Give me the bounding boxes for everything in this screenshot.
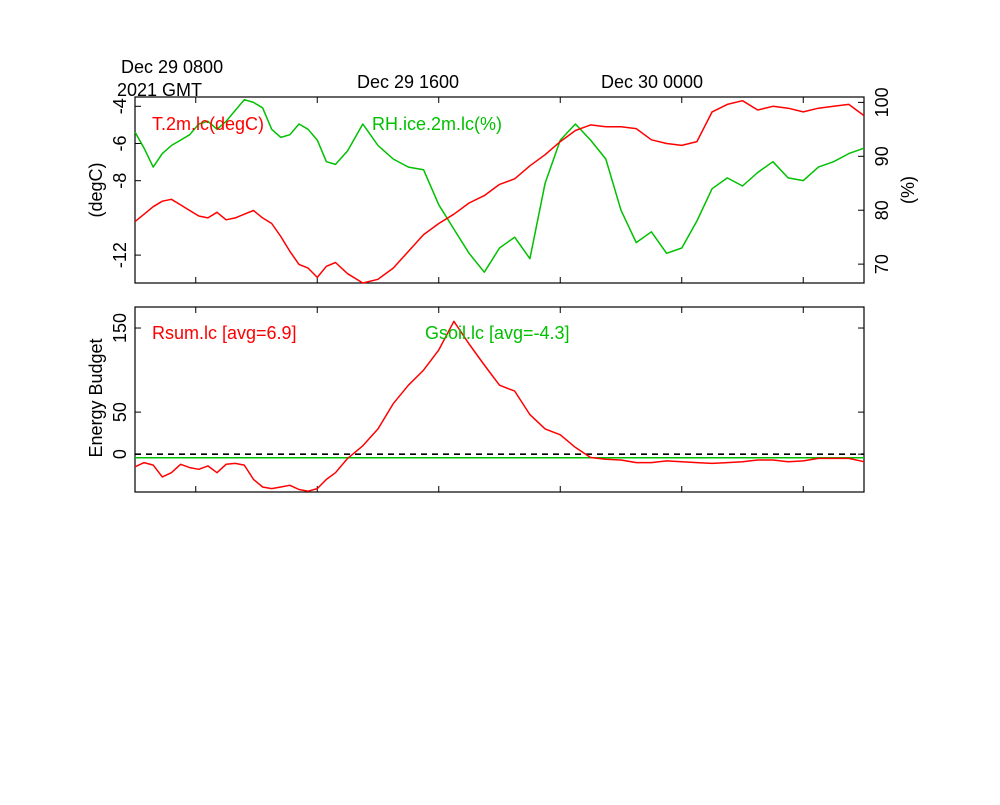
y-axis-label-left-top: (degC)	[86, 162, 106, 217]
top-panel-frame	[134, 96, 865, 284]
series-label-humidity: RH.ice.2m.lc(%)	[372, 114, 502, 134]
time-tick-label-1600: Dec 29 1600	[357, 72, 459, 92]
temperature-line	[134, 99, 865, 284]
y-tick-label-right: 70	[872, 254, 892, 274]
humidity-line	[134, 98, 865, 273]
rsum-line	[134, 320, 865, 492]
y-axis-label-right-top: (%)	[898, 176, 918, 204]
y-tick-label-left: 0	[110, 449, 130, 459]
y-axis-label-left-bottom: Energy Budget	[86, 338, 106, 457]
energy-budget-panel: 0 50 150 Rsum.lc [avg=6.9] Gsoil.lc [avg=-…	[86, 306, 865, 493]
top-panel-series	[134, 98, 865, 284]
series-label-rsum: Rsum.lc [avg=6.9]	[152, 323, 297, 343]
bottom-panel-ticks: 0 50 150	[110, 307, 864, 492]
time-tick-label-0000: Dec 30 0000	[601, 72, 703, 92]
bottom-panel-frame	[134, 306, 865, 493]
y-tick-label-left: 150	[110, 313, 130, 343]
y-tick-label-right: 80	[872, 200, 892, 220]
y-tick-label-left: -4	[110, 98, 130, 114]
y-tick-label-right: 100	[872, 87, 892, 117]
temperature-humidity-panel: -4 -6 -8 -12 70 80 90 100 T.2m.lc(degC) RH.ice.…	[86, 87, 918, 284]
y-tick-label-right: 90	[872, 146, 892, 166]
series-label-temperature: T.2m.lc(degC)	[152, 114, 264, 134]
y-tick-label-left: -12	[110, 242, 130, 268]
bottom-panel-series	[134, 320, 865, 492]
start-date-label-line2: 2021 GMT	[117, 80, 202, 100]
y-tick-label-left: 50	[110, 402, 130, 422]
start-date-label-line1: Dec 29 0800	[121, 57, 223, 77]
y-tick-label-left: -8	[110, 173, 130, 189]
series-label-gsoil: Gsoil.lc [avg=-4.3]	[425, 323, 570, 343]
y-tick-label-left: -6	[110, 135, 130, 151]
top-panel-ticks: -4 -6 -8 -12 70 80 90 100	[110, 87, 892, 283]
